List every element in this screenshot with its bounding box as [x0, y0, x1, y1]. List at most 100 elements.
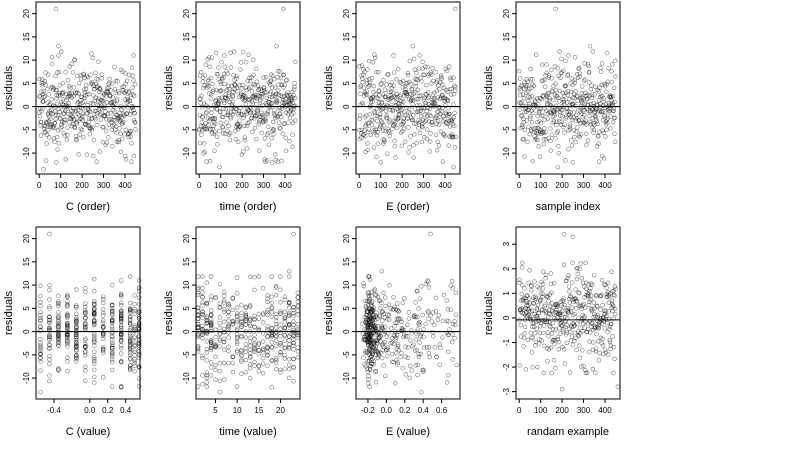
residual-point	[201, 151, 206, 156]
residual-point	[420, 122, 425, 127]
y-tick-label: 15	[22, 32, 31, 41]
plot-frame	[195, 226, 301, 400]
residual-point	[363, 349, 368, 354]
residual-point	[558, 113, 563, 118]
residual-point	[65, 337, 70, 343]
residual-point	[559, 316, 565, 321]
residual-point	[427, 112, 432, 118]
residual-point	[560, 329, 566, 334]
residual-point	[92, 355, 97, 360]
residual-point	[539, 338, 544, 343]
residual-point	[111, 117, 116, 123]
residual-point	[538, 291, 544, 296]
residual-point	[79, 127, 85, 133]
residual-point	[426, 345, 432, 350]
residual-point	[62, 118, 67, 123]
residual-point	[452, 145, 458, 150]
residual-point	[568, 309, 574, 315]
x-tick-label: 300	[417, 181, 431, 190]
residual-point	[370, 118, 375, 123]
residual-point	[65, 133, 70, 138]
residual-point	[367, 299, 372, 304]
residual-point	[441, 132, 447, 138]
residual-point	[409, 328, 414, 333]
residual-point	[548, 126, 553, 131]
residual-point	[265, 112, 270, 117]
residual-point	[560, 124, 566, 130]
residual-point	[47, 318, 52, 323]
residual-point	[286, 312, 292, 317]
residual-point	[553, 111, 558, 116]
residual-point	[118, 278, 124, 283]
residual-point	[237, 118, 242, 123]
residual-point	[200, 115, 205, 120]
residual-point	[539, 62, 545, 67]
y-tick-label: 15	[182, 32, 191, 41]
residual-point	[555, 334, 561, 340]
residual-point	[609, 298, 615, 303]
residual-point	[415, 314, 420, 320]
residual-point	[110, 384, 115, 389]
residual-point	[110, 340, 115, 345]
residual-point	[131, 53, 136, 58]
residual-point	[365, 67, 370, 72]
residual-point	[423, 64, 428, 69]
residual-point	[540, 286, 545, 291]
y-tick-label: -1	[502, 338, 511, 346]
residual-point	[128, 129, 133, 134]
residual-point	[428, 231, 433, 237]
residual-point	[237, 82, 243, 88]
residual-point	[429, 319, 435, 324]
residual-point	[65, 315, 70, 321]
residual-point	[419, 330, 424, 336]
residual-point	[441, 292, 447, 298]
residual-point	[525, 139, 530, 145]
residual-point	[579, 364, 584, 369]
residual-point	[580, 100, 585, 105]
residual-point	[47, 337, 52, 343]
residual-point	[391, 70, 397, 75]
residual-point	[64, 97, 69, 103]
residual-point	[56, 69, 62, 75]
residual-point	[83, 83, 89, 88]
residual-point	[265, 310, 270, 315]
residual-point	[530, 77, 535, 82]
y-tick-label: 15	[342, 32, 351, 41]
residual-point	[556, 144, 561, 149]
residual-point	[598, 69, 604, 74]
residual-point	[61, 131, 66, 136]
residual-point	[200, 285, 205, 291]
residual-point	[221, 298, 227, 303]
residual-point	[92, 367, 97, 373]
residual-point	[92, 311, 97, 316]
residual-point	[433, 70, 438, 75]
residual-point	[53, 73, 58, 79]
residual-point	[136, 341, 142, 346]
residual-point	[563, 83, 569, 89]
residual-point	[112, 86, 118, 92]
residual-point	[587, 80, 592, 85]
residual-point	[195, 285, 201, 290]
residual-point	[583, 118, 588, 123]
residual-point	[396, 309, 401, 314]
residual-point	[247, 317, 253, 323]
residual-point	[549, 370, 554, 376]
residual-point	[50, 84, 55, 90]
residual-point	[528, 283, 534, 288]
residual-point	[555, 303, 561, 308]
residual-point	[38, 303, 43, 309]
residual-point	[204, 328, 210, 334]
residual-point	[526, 280, 531, 285]
residual-point	[372, 287, 378, 292]
residual-point	[213, 327, 218, 332]
residual-point	[103, 93, 109, 99]
residual-point	[265, 307, 270, 313]
residual-point	[431, 310, 436, 315]
residual-point	[292, 81, 297, 86]
residual-point	[47, 287, 52, 293]
residual-point	[208, 297, 214, 303]
residual-point	[132, 309, 137, 314]
residual-point	[243, 59, 249, 65]
residual-point	[567, 300, 573, 305]
residual-point	[94, 122, 100, 128]
